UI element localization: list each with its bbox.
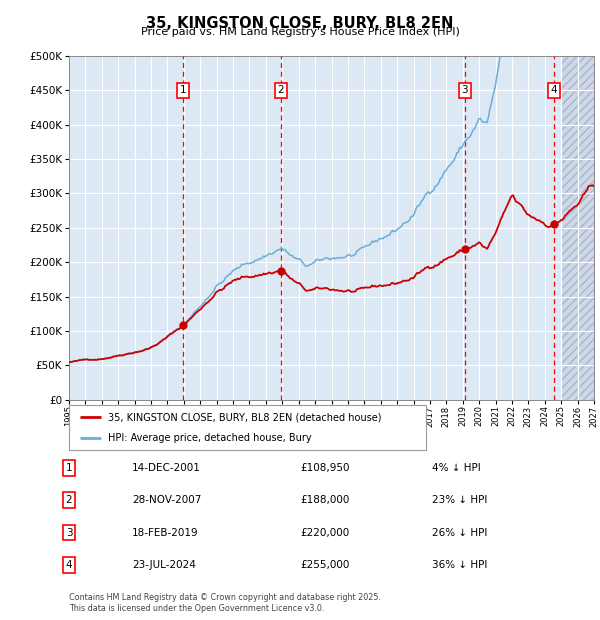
Text: 4% ↓ HPI: 4% ↓ HPI [432,463,481,473]
Text: £108,950: £108,950 [300,463,349,473]
Text: 35, KINGSTON CLOSE, BURY, BL8 2EN (detached house): 35, KINGSTON CLOSE, BURY, BL8 2EN (detac… [108,412,382,422]
Text: 36% ↓ HPI: 36% ↓ HPI [432,560,487,570]
Text: Price paid vs. HM Land Registry's House Price Index (HPI): Price paid vs. HM Land Registry's House … [140,27,460,37]
Text: 2: 2 [65,495,73,505]
Text: 4: 4 [65,560,73,570]
Text: Contains HM Land Registry data © Crown copyright and database right 2025.
This d: Contains HM Land Registry data © Crown c… [69,593,381,613]
Text: 4: 4 [551,85,557,95]
Text: 1: 1 [65,463,73,473]
Text: 1: 1 [180,85,187,95]
Text: £188,000: £188,000 [300,495,349,505]
Text: 3: 3 [65,528,73,538]
Text: 18-FEB-2019: 18-FEB-2019 [132,528,199,538]
FancyBboxPatch shape [69,405,426,450]
Text: 23-JUL-2024: 23-JUL-2024 [132,560,196,570]
Text: 2: 2 [277,85,284,95]
Text: 3: 3 [461,85,468,95]
Text: 26% ↓ HPI: 26% ↓ HPI [432,528,487,538]
Text: 14-DEC-2001: 14-DEC-2001 [132,463,201,473]
Text: HPI: Average price, detached house, Bury: HPI: Average price, detached house, Bury [108,433,312,443]
Text: 28-NOV-2007: 28-NOV-2007 [132,495,202,505]
Bar [561,56,594,400]
Text: 23% ↓ HPI: 23% ↓ HPI [432,495,487,505]
Text: £255,000: £255,000 [300,560,349,570]
Text: £220,000: £220,000 [300,528,349,538]
Text: 35, KINGSTON CLOSE, BURY, BL8 2EN: 35, KINGSTON CLOSE, BURY, BL8 2EN [146,16,454,30]
